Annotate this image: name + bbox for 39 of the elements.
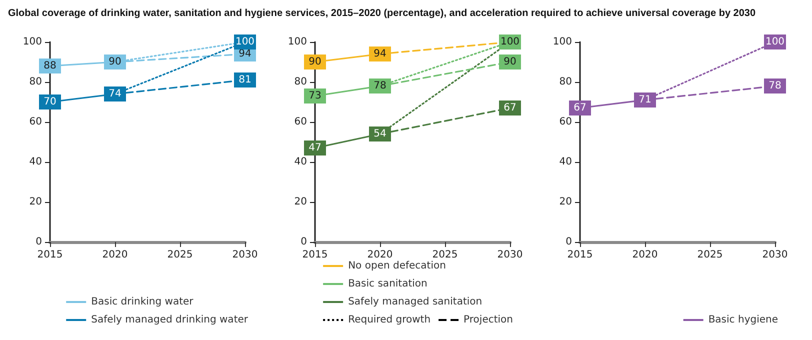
x-tick-label: 2030 [762, 250, 788, 260]
legend-label: Basic hygiene [708, 314, 778, 326]
x-tick-label: 2020 [632, 250, 658, 260]
y-tick-label: 80 [29, 76, 42, 88]
x-tick-label: 2015 [37, 250, 63, 260]
legend-label: Basic drinking water [91, 296, 194, 308]
legend-label: Basic sanitation [348, 278, 428, 290]
legend-label: Safely managed sanitation [348, 296, 482, 308]
y-tick-label: 40 [559, 156, 572, 168]
x-tick-label: 2015 [567, 250, 593, 260]
y-tick-label: 80 [294, 76, 307, 88]
y-tick-label: 40 [294, 156, 307, 168]
y-tick-label: 60 [29, 116, 42, 128]
y-tick-label: 60 [559, 116, 572, 128]
x-tick-label: 2015 [302, 250, 328, 260]
x-tick-label: 2025 [697, 250, 723, 260]
y-tick-label: 0 [36, 236, 42, 248]
text: Global coverage of drinking water, sanitation and hygiene services, 2015–2020 (percentage), and acceleration required to achieve universal coverage by 2030 [8, 8, 756, 19]
y-tick-label: 100 [22, 36, 42, 48]
y-tick-label: 100 [552, 36, 572, 48]
x-tick-label: 2025 [167, 250, 193, 260]
y-tick-label: 0 [566, 236, 572, 248]
legend-label: Safely managed drinking water [91, 314, 249, 326]
y-tick-label: 80 [559, 76, 572, 88]
y-tick-label: 20 [559, 196, 572, 208]
x-tick-label: 2030 [497, 250, 523, 260]
y-tick-label: 0 [300, 236, 307, 248]
x-tick-label: 2020 [102, 250, 128, 260]
y-tick-label: 40 [29, 156, 42, 168]
legend-label: Required growth [348, 314, 431, 326]
y-tick-label: 20 [29, 196, 42, 208]
x-tick-label: 2020 [367, 250, 393, 260]
y-tick-label: 100 [288, 36, 307, 48]
y-tick-label: 60 [294, 116, 307, 128]
x-tick-label: 2030 [232, 250, 258, 260]
y-tick-label: 20 [294, 196, 307, 208]
legend-label: Projection [464, 314, 514, 326]
x-tick-label: 2025 [432, 250, 458, 260]
legend-label: No open defecation [348, 260, 446, 272]
